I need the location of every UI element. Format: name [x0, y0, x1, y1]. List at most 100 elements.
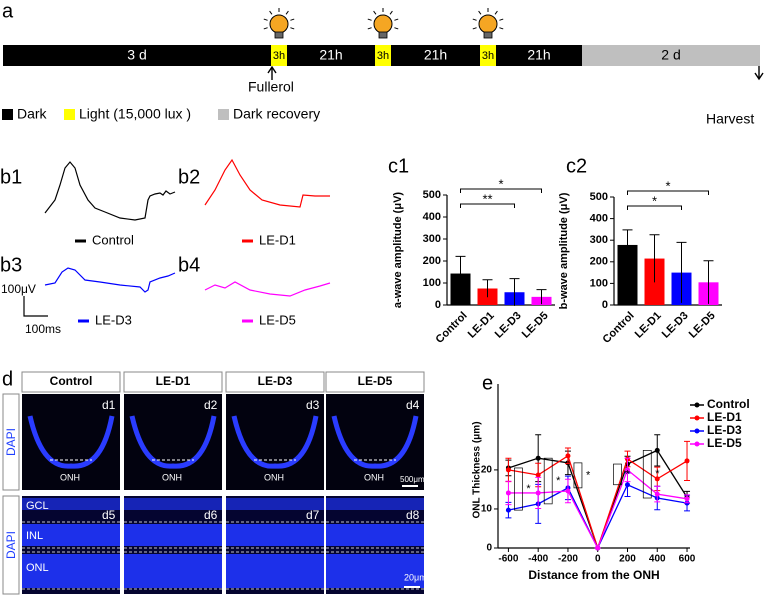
error-bar: [509, 278, 520, 306]
timeline-segment: [496, 45, 582, 66]
segment-label: 3 d: [127, 47, 146, 63]
onh-label: ONH: [60, 472, 80, 482]
point: [654, 476, 660, 482]
significance-label: *: [526, 483, 531, 495]
trace: [204, 158, 330, 208]
bulb-ray: [367, 18, 372, 21]
panel-label: b2: [178, 166, 200, 188]
bulb-ray: [478, 10, 482, 15]
nuclear-layer: [22, 498, 120, 510]
row-label-box: [2, 393, 20, 491]
timeline-segment: [480, 45, 496, 66]
x-tick-label: LE-D3: [660, 310, 691, 341]
y-tick-label: 10: [481, 504, 493, 515]
y-tick-label: 500: [590, 191, 608, 203]
x-tick-label: 600: [679, 554, 696, 565]
trace: [204, 281, 331, 297]
nuclear-layer: [226, 554, 324, 588]
legend-label: LE-D3: [95, 312, 132, 327]
legend-label: LE-D1: [707, 410, 742, 424]
legend-label: Dark recovery: [233, 106, 320, 122]
y-tick-label: 300: [590, 234, 608, 246]
y-tick-label: 100: [590, 277, 608, 289]
legend-marker: [694, 441, 700, 447]
panel-label: b3: [0, 254, 22, 276]
column-header-box: [325, 371, 425, 393]
y-axis-label: b-wave amplitude (μV): [558, 192, 570, 309]
error-bar: [676, 241, 687, 303]
bulb-ray: [367, 27, 372, 30]
panel-label: d5: [102, 508, 116, 522]
column-header: Control: [50, 374, 93, 388]
bulb-ray: [499, 18, 504, 21]
column-header: LE-D3: [258, 374, 293, 388]
arrow: [754, 66, 764, 81]
nuclear-layer: [326, 498, 424, 510]
column-header-box: [225, 371, 325, 393]
x-tick-label: LE-D5: [687, 310, 718, 341]
bulb-ray: [290, 18, 295, 21]
legend-label: LE-D3: [707, 423, 742, 437]
significance-bracket: [460, 203, 515, 208]
x-tick-label: -400: [528, 554, 548, 565]
legend-swatch: [64, 109, 75, 120]
retina: [231, 415, 319, 469]
legend-label: LE-D1: [259, 232, 296, 247]
bulb-ray: [472, 27, 477, 30]
legend-label: Control: [707, 397, 750, 411]
significance-box: [642, 450, 652, 499]
significance-label: *: [625, 468, 630, 480]
panel-label: d1: [102, 398, 116, 412]
legend-marker: [694, 402, 700, 408]
error-bar: [622, 229, 633, 261]
significance-box: [573, 462, 583, 489]
legend-marker: [694, 415, 700, 421]
significance-box: [514, 467, 523, 511]
nuclear-layer: [124, 524, 222, 546]
error-bar: [536, 289, 547, 305]
point: [505, 490, 511, 496]
timeline-segment: [271, 45, 287, 66]
panel-label: d4: [406, 398, 420, 412]
y-axis-label: a-wave amplitude (μV): [392, 192, 404, 308]
legend-swatch: [218, 109, 229, 120]
x-tick-label: Control: [434, 310, 470, 346]
marker-label: Harvest: [706, 111, 754, 127]
timeline-segment: [3, 45, 271, 66]
timeline-segment: [375, 45, 391, 66]
y-tick-label: 200: [590, 256, 608, 268]
y-tick-label: 0: [602, 299, 608, 311]
legend-label: Light (15,000 lux ): [79, 106, 191, 122]
bulb-ray: [285, 10, 289, 15]
panel-label: d8: [406, 508, 420, 522]
retina: [331, 415, 419, 469]
panel-label: e: [482, 372, 493, 394]
segment-label: 3h: [377, 50, 389, 62]
legend-label: Dark: [17, 106, 48, 122]
nuclear-layer: [124, 498, 222, 510]
nuclear-layer: [226, 524, 324, 546]
y-tick-label: 200: [423, 255, 441, 267]
significance-box: [543, 457, 553, 505]
segment-label: 3h: [482, 50, 494, 62]
y-tick-label: 300: [423, 233, 441, 245]
point: [565, 488, 571, 494]
y-tick-label: 400: [590, 213, 608, 225]
segment-label: 21h: [424, 47, 447, 63]
x-tick-label: -600: [498, 554, 518, 565]
point: [624, 467, 630, 473]
y-tick-label: 500: [423, 189, 441, 201]
legend-label: LE-D5: [259, 312, 296, 327]
layer-label: INL: [26, 530, 43, 542]
significance-label: **: [482, 191, 492, 206]
bulb-ray: [290, 27, 295, 30]
column-header: LE-D1: [156, 374, 191, 388]
x-tick-label: LE-D1: [633, 310, 664, 341]
column-header-box: [21, 371, 121, 393]
point: [595, 545, 601, 551]
x-tick-label: LE-D1: [466, 310, 497, 341]
bulb: [269, 14, 289, 34]
timeline-segment: [582, 45, 760, 66]
error-bar: [455, 255, 466, 291]
panel-label: b4: [178, 254, 200, 276]
